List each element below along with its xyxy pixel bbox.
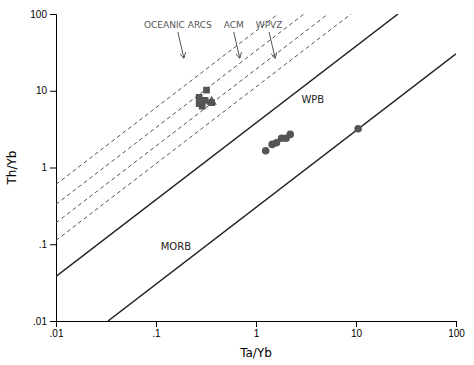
annotation: WPVZ — [256, 20, 283, 30]
plot: .01 .1 1 10 100 .01 .1 1 10 100 Ta/Yb Th/Yb MORB WPB O… — [5, 9, 465, 360]
y-tick-mark — [50, 244, 56, 245]
y-tick-label: .1 — [39, 239, 48, 250]
y-tick: 10 — [36, 85, 56, 96]
annotation: ACM — [224, 20, 244, 30]
series-line — [56, 14, 278, 184]
x-tick-mark — [356, 321, 357, 327]
point — [199, 103, 206, 110]
y-axis-line — [50, 15, 57, 322]
y-tick-mark — [50, 91, 56, 92]
line-labels: MORB WPB — [161, 94, 325, 252]
x-tick-label: 10 — [351, 328, 363, 339]
x-tick-mark — [156, 321, 157, 327]
x-tick: 1 — [254, 321, 260, 339]
y-tick: 1 — [41, 162, 56, 173]
point — [262, 147, 270, 155]
x-tick: 10 — [351, 321, 363, 339]
x-tick-label: .01 — [50, 328, 64, 339]
line-label: MORB — [161, 241, 191, 252]
x-tick: 100 — [448, 321, 465, 339]
marks — [56, 14, 456, 321]
x-axis-line — [57, 322, 457, 328]
y-tick-label: 100 — [30, 9, 47, 20]
annotation-arrow — [178, 32, 184, 58]
point — [207, 96, 217, 105]
line-label: WPB — [301, 94, 324, 105]
series-line — [56, 14, 328, 223]
x-tick: .01 — [50, 321, 64, 339]
x-tick: .1 — [152, 321, 161, 339]
y-tick-label: 1 — [41, 162, 47, 173]
point — [354, 125, 362, 133]
x-tick-mark — [456, 321, 457, 327]
point — [196, 94, 203, 101]
y-tick-label: .01 — [33, 316, 47, 327]
y-tick: 100 — [30, 9, 56, 20]
chart: .01 .1 1 10 100 .01 .1 1 10 100 Ta/Yb Th/Yb MORB WPB O… — [0, 0, 474, 365]
y-tick-mark — [50, 321, 56, 322]
x-tick-label: .1 — [152, 328, 161, 339]
y-tick-mark — [50, 168, 56, 169]
y-axis: .01 .1 1 10 100 — [30, 9, 56, 327]
series-line — [56, 14, 351, 240]
annotations: OCEANIC ARCS ACM WPVZ — [144, 20, 282, 58]
x-tick-label: 1 — [254, 328, 260, 339]
y-tick: .01 — [33, 316, 56, 327]
x-tick-mark — [256, 321, 257, 327]
x-tick-label: 100 — [448, 328, 465, 339]
point — [203, 87, 210, 94]
annotation-arrow — [269, 32, 275, 58]
annotation-arrow — [234, 32, 240, 58]
y-axis-title: Th/Yb — [5, 151, 19, 186]
x-axis: .01 .1 1 10 100 — [50, 321, 466, 339]
y-tick-mark — [50, 14, 56, 15]
point — [202, 97, 209, 104]
y-tick-label: 10 — [36, 85, 48, 96]
series-line — [56, 14, 398, 276]
point — [286, 131, 294, 139]
y-tick: .1 — [39, 239, 56, 250]
series-line — [56, 14, 304, 204]
x-axis-title: Ta/Yb — [239, 346, 272, 360]
annotation: OCEANIC ARCS — [144, 20, 212, 30]
series-line — [108, 54, 456, 321]
